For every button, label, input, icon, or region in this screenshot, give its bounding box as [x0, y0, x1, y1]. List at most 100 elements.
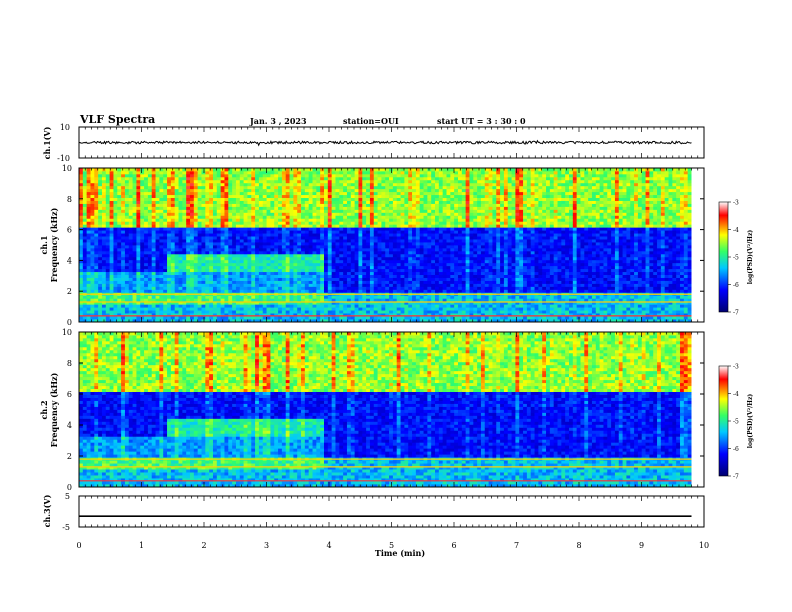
spectrogram-cell — [404, 289, 408, 292]
spectrogram-cell — [148, 230, 152, 233]
spectrogram-cell — [98, 224, 102, 227]
spectrogram-cell — [305, 212, 309, 215]
spectrogram-cell — [313, 230, 317, 233]
spectrogram-cell — [79, 189, 83, 192]
spectrogram-cell — [255, 269, 259, 272]
spectrogram-cell — [393, 307, 397, 310]
spectrogram-cell — [324, 281, 328, 284]
spectrogram-cell — [152, 254, 156, 257]
spectrogram-cell — [232, 201, 236, 204]
spectrogram-cell — [156, 183, 160, 186]
spectrogram-cell — [270, 269, 274, 272]
spectrogram-cell — [412, 209, 416, 212]
spectrogram-cell — [121, 260, 125, 263]
spectrogram-cell — [175, 177, 179, 180]
spectrogram-cell — [83, 281, 87, 284]
spectrogram-cell — [274, 218, 278, 221]
spectrogram-cell — [378, 236, 382, 239]
spectrogram-cell — [362, 289, 366, 292]
spectrogram-cell — [247, 263, 251, 266]
spectrogram-cell — [355, 233, 359, 236]
spectrogram-cell — [347, 286, 351, 289]
spectrogram-cell — [133, 286, 137, 289]
spectrogram-cell — [133, 269, 137, 272]
spectrogram-cell — [224, 218, 228, 221]
spectrogram-cell — [443, 218, 447, 221]
spectrogram-cell — [412, 236, 416, 239]
spectrogram-cell — [293, 168, 297, 171]
spectrogram-cell — [401, 245, 405, 248]
spectrogram-cell — [435, 192, 439, 195]
spectrogram-cell — [209, 239, 213, 242]
spectrogram-cell — [343, 257, 347, 260]
spectrogram-cell — [431, 198, 435, 201]
spectrogram-cell — [136, 215, 140, 218]
spectrogram-cell — [305, 224, 309, 227]
spectrogram-cell — [297, 209, 301, 212]
spectrogram-cell — [412, 198, 416, 201]
spectrogram-cell — [274, 180, 278, 183]
spectrogram-cell — [355, 266, 359, 269]
spectrogram-cell — [205, 201, 209, 204]
spectrogram-cell — [133, 295, 137, 298]
spectrogram-cell — [366, 254, 370, 257]
spectrogram-cell — [286, 236, 290, 239]
spectrogram-cell — [267, 192, 271, 195]
spectrogram-cell — [431, 180, 435, 183]
spectrogram-cell — [443, 204, 447, 207]
spectrogram-cell — [113, 242, 117, 245]
spectrogram-cell — [408, 186, 412, 189]
spectrogram-cell — [87, 180, 91, 183]
spectrogram-cell — [416, 310, 420, 313]
spectrogram-cell — [171, 209, 175, 212]
spectrogram-cell — [228, 174, 232, 177]
spectrogram-cell — [443, 171, 447, 174]
spectrogram-cell — [297, 195, 301, 198]
spectrogram-cell — [313, 209, 317, 212]
spectrogram-cell — [427, 180, 431, 183]
spectrogram-cell — [270, 183, 274, 186]
spectrogram-cell — [439, 254, 443, 257]
spectrogram-cell — [148, 192, 152, 195]
spectrogram-cell — [144, 298, 148, 301]
spectrogram-cell — [385, 195, 389, 198]
spectrogram-cell — [408, 295, 412, 298]
spectrogram-cell — [290, 266, 294, 269]
spectrogram-cell — [175, 212, 179, 215]
spectrogram-cell — [255, 174, 259, 177]
spectrogram-cell — [186, 177, 190, 180]
spectrogram-cell — [431, 304, 435, 307]
spectrogram-cell — [217, 281, 221, 284]
spectrogram-cell — [133, 180, 137, 183]
spectrogram-cell — [136, 278, 140, 281]
spectrogram-cell — [175, 269, 179, 272]
spectrogram-cell — [159, 281, 163, 284]
spectrogram-cell — [102, 186, 106, 189]
spectrogram-cell — [385, 295, 389, 298]
spectrogram-cell — [378, 239, 382, 242]
spectrogram-cell — [159, 221, 163, 224]
spectrogram-cell — [79, 174, 83, 177]
spectrogram-cell — [335, 183, 339, 186]
spectrogram-cell — [270, 195, 274, 198]
spectrogram-cell — [366, 201, 370, 204]
spectrogram-cell — [182, 266, 186, 269]
spectrogram-cell — [293, 289, 297, 292]
spectrogram-cell — [412, 212, 416, 215]
spectrogram-cell — [251, 224, 255, 227]
spectrogram-cell — [335, 281, 339, 284]
spectrogram-cell — [370, 195, 374, 198]
spectrogram-cell — [424, 275, 428, 278]
spectrogram-cell — [90, 286, 94, 289]
spectrogram-cell — [179, 307, 183, 310]
spectrogram-cell — [198, 230, 202, 233]
spectrogram-cell — [232, 266, 236, 269]
spectrogram-cell — [324, 186, 328, 189]
spectrogram-cell — [140, 278, 144, 281]
spectrogram-cell — [328, 272, 332, 275]
spectrogram-cell — [209, 307, 213, 310]
spectrogram-cell — [171, 269, 175, 272]
spectrogram-cell — [87, 266, 91, 269]
spectrogram-cell — [117, 286, 121, 289]
spectrogram-cell — [179, 180, 183, 183]
